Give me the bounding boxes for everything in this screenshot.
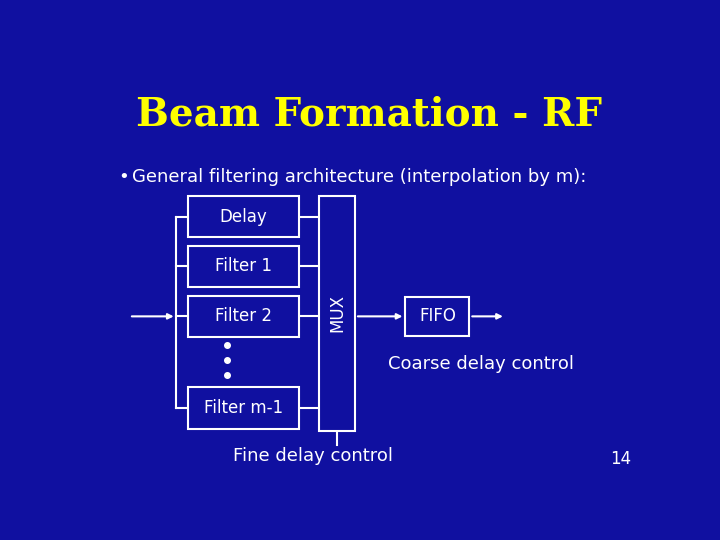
Text: •: •: [118, 168, 129, 186]
Bar: [188, 246, 300, 287]
Bar: [405, 296, 469, 336]
Text: FIFO: FIFO: [419, 307, 456, 326]
Text: Filter 2: Filter 2: [215, 307, 272, 326]
Bar: [188, 295, 300, 337]
Bar: [188, 387, 300, 429]
Text: General filtering architecture (interpolation by m):: General filtering architecture (interpol…: [132, 168, 586, 186]
Bar: [188, 196, 300, 238]
Text: Fine delay control: Fine delay control: [233, 447, 393, 464]
Text: Filter m-1: Filter m-1: [204, 399, 283, 417]
Bar: [319, 196, 355, 431]
Text: Filter 1: Filter 1: [215, 258, 272, 275]
Text: 14: 14: [610, 450, 631, 468]
Text: Beam Formation - RF: Beam Formation - RF: [136, 96, 602, 134]
Text: Delay: Delay: [220, 207, 267, 226]
Text: MUX: MUX: [328, 294, 346, 332]
Text: Coarse delay control: Coarse delay control: [387, 355, 574, 373]
